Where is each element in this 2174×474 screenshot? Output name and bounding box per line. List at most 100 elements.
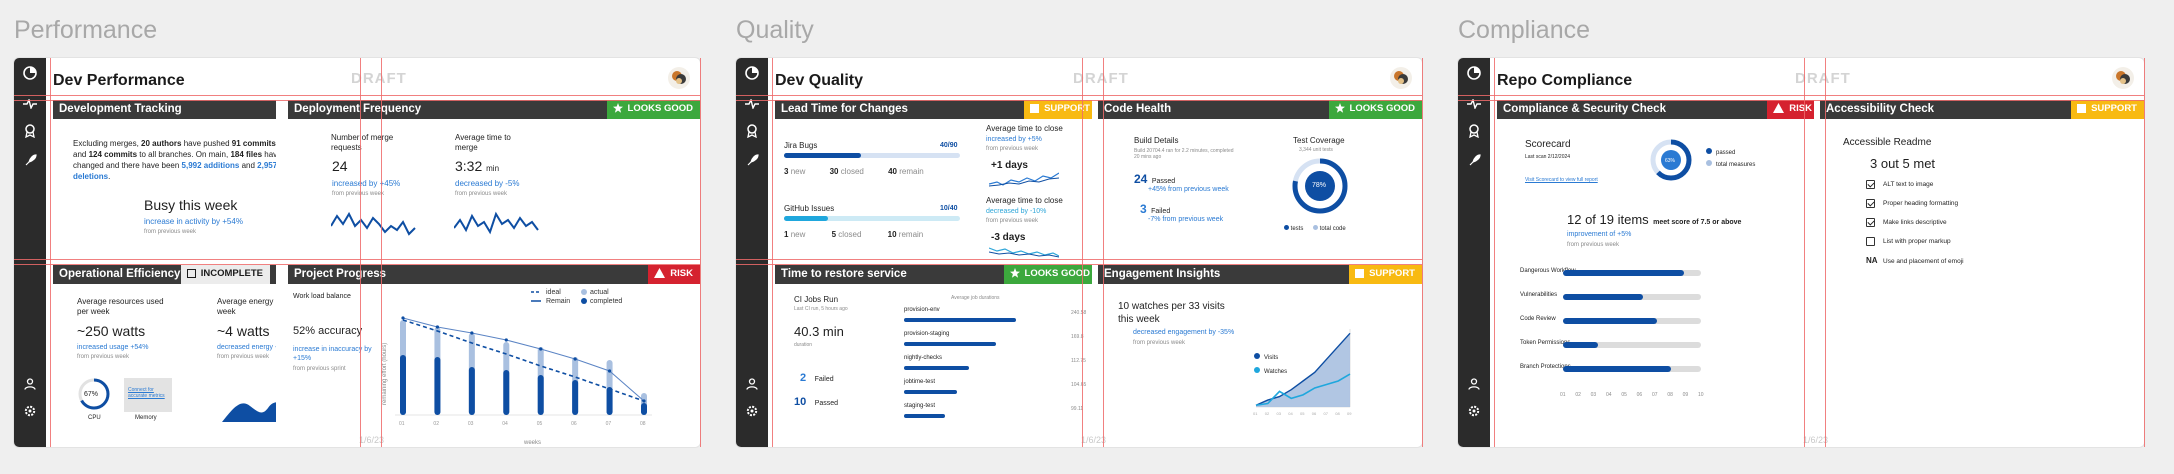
legend-watches: Watches [1254,367,1287,375]
pie-chart-icon[interactable] [1466,65,1482,81]
side-rail [736,58,768,447]
guide-line [1103,58,1104,447]
engagement-trend: decreased engagement by -35% [1133,329,1235,336]
compliance-bar-fill [1563,294,1644,300]
point-remain [573,357,577,361]
empty-checkbox-icon[interactable] [1866,237,1875,246]
status-badge: RISK [1767,100,1814,119]
job-row: nightly-checks 112.75 [904,355,1092,377]
x-tick-label: 02 [1575,392,1581,398]
memory-connect-link[interactable]: Connect for accurate metrics [128,387,165,399]
x-tick-label: 01 [1560,392,1566,398]
job-row: provision-staging 169.8 [904,331,1092,353]
award-icon[interactable] [744,123,760,139]
pulse-icon[interactable] [744,96,760,112]
na-marker: NA [1866,256,1878,265]
pie-chart-icon[interactable] [22,65,38,81]
pulse-icon[interactable] [1466,96,1482,112]
cpu-value: 67% [84,391,99,398]
page-number: 1/6/23 [1803,435,1829,445]
jira-label: Jira Bugs [784,141,818,150]
job-name: provision-staging [904,331,950,337]
guide-line [1494,58,1495,447]
merge-request-sparkline [331,211,416,236]
person-icon[interactable] [1466,376,1482,392]
jira-closed-count: 30 [829,167,839,176]
warning-icon [654,268,666,278]
jobs-list: provision-env 240.58 provision-staging 169.… [904,307,1092,437]
guide-line [1458,95,2144,96]
passed-count: 24 [1134,172,1148,186]
metric-value: 24 [332,158,348,174]
x-tick-label: 10 [1698,392,1704,398]
card-lead-time: Lead Time for Changes SUPPORT Jira Bugs … [775,100,1092,260]
page-number: 1/6/23 [1081,435,1107,445]
avatar[interactable] [2112,67,2134,89]
person-icon[interactable] [744,376,760,392]
card-title: Compliance & Security Check [1497,100,1814,119]
status-badge: RISK [648,265,700,284]
avg-close-value: +1 days [991,160,1028,171]
x-tick-label: 09 [1682,392,1689,398]
line-remain [402,317,645,402]
guide-line [736,95,1422,96]
settings-icon[interactable] [744,403,760,419]
rocket-icon[interactable] [744,152,760,168]
settings-icon[interactable] [22,403,38,419]
checked-checkbox-icon[interactable] [1866,199,1875,208]
guide-line [50,58,51,447]
x-tick-label: 04 [502,421,508,427]
engagement-note: from previous week [1133,340,1186,346]
card-deployment-frequency: Deployment Frequency LOOKS GOOD Number o… [276,100,700,260]
star-icon [1009,268,1020,278]
duration-value: 40.3 min [794,324,844,339]
cpu-ring [78,378,110,410]
legend-passed: passed [1706,148,1735,156]
checklist-item: NA Use and placement of emoji [1866,256,1964,265]
summary-authors: 20 authors [141,139,182,148]
rocket-icon[interactable] [1466,152,1482,168]
line-watches [1255,373,1351,407]
coverage-subtitle: 3,344 unit tests [1299,147,1333,153]
x-axis-label: weeks [523,440,541,446]
avatar[interactable] [668,67,690,89]
accuracy-value: 52% accuracy [293,325,363,337]
board-performance: Performance Dev Performance DRAFT Develo… [0,0,701,474]
guide-line [14,95,700,96]
failed-label: Failed [814,376,834,383]
compliance-bar-label: Dangerous Workflow [1520,268,1576,274]
guide-line [700,58,701,447]
rocket-icon[interactable] [22,152,38,168]
x-tick-label: 08 [1667,392,1673,398]
improvement-trend: improvement of +5% [1567,231,1632,238]
jobs-title: Average job durations [951,295,1000,301]
avatar[interactable] [1390,67,1412,89]
compliance-bar-track [1563,366,1701,372]
x-tick-label: 02 [433,421,439,427]
bar-completed [641,403,647,415]
checked-checkbox-icon[interactable] [1866,180,1875,189]
bar-completed [434,357,441,415]
card-accessibility: Accessibility Check SUPPORT Accessible R… [1820,100,2144,447]
scorecard-link[interactable]: Visit Scorecard to view full report [1525,177,1598,183]
progress-chart: ideal Remain actual completed remaining … [382,289,652,446]
job-duration-bar [904,318,1017,322]
coverage-value: 78% [1312,182,1327,189]
avg-close-trend: decreased by -10% [986,208,1047,215]
jira-ratio: 40/90 [940,142,958,149]
failed-metric: 3 Failed [1140,200,1170,218]
items-summary: 12 of 19 items meet score of 7.5 or abov… [1567,211,1741,229]
person-icon[interactable] [22,376,38,392]
badge-label: SUPPORT [1369,268,1415,279]
settings-icon[interactable] [1466,403,1482,419]
avg-close-note: from previous week [986,146,1039,152]
legend-total: total measures [1706,160,1755,168]
pulse-icon[interactable] [22,96,38,112]
pie-chart-icon[interactable] [744,65,760,81]
checked-checkbox-icon[interactable] [1866,218,1875,227]
closed-label: closed [840,167,864,176]
award-icon[interactable] [22,123,38,139]
page-title: Dev Quality [775,72,864,89]
award-icon[interactable] [1466,123,1482,139]
board-title: Quality [736,16,814,44]
